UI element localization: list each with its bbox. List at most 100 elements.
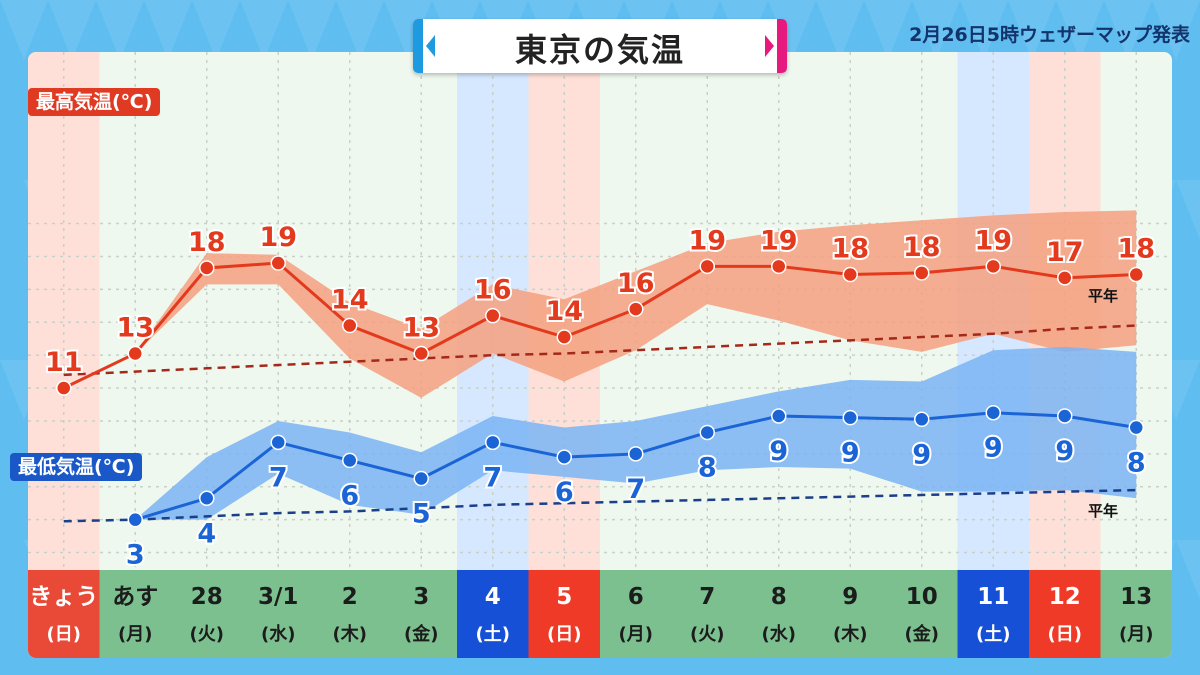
low-value-label-14: 9 bbox=[1055, 436, 1074, 467]
date-cell-bg-15 bbox=[1100, 570, 1172, 658]
date-cell-bg-6 bbox=[457, 570, 529, 658]
weekday-label-14: (日) bbox=[1048, 624, 1082, 645]
high-value-label-4: 14 bbox=[331, 285, 369, 316]
date-cell-bg-0 bbox=[28, 570, 100, 658]
low-value-label-2: 4 bbox=[197, 518, 216, 549]
low-point-3 bbox=[270, 434, 286, 451]
weekday-label-8: (月) bbox=[619, 624, 653, 645]
weekday-label-3: (水) bbox=[261, 623, 295, 645]
high-value-label-11: 18 bbox=[831, 234, 869, 265]
low-point-11 bbox=[842, 409, 858, 426]
bg-triangle bbox=[1056, 0, 1104, 60]
date-label-7: 5 bbox=[556, 584, 572, 610]
date-label-6: 4 bbox=[485, 584, 501, 610]
low-value-label-11: 9 bbox=[841, 438, 860, 469]
date-cell-bg-4 bbox=[314, 570, 386, 658]
date-cell-bg-9 bbox=[671, 570, 744, 658]
date-cell-bg-10 bbox=[743, 570, 815, 658]
high-value-label-3: 19 bbox=[259, 222, 297, 253]
high-value-label-2: 18 bbox=[188, 227, 226, 258]
date-cell-bg-7 bbox=[528, 570, 601, 658]
weekday-label-1: (月) bbox=[118, 624, 152, 645]
high-point-9 bbox=[699, 258, 715, 275]
bg-triangle bbox=[48, 0, 96, 60]
bg-triangle bbox=[768, 0, 816, 60]
normal-low-label: 平年 bbox=[1088, 502, 1119, 520]
high-point-13 bbox=[985, 258, 1001, 275]
normal-high-label: 平年 bbox=[1088, 287, 1119, 305]
low-value-label-5: 5 bbox=[412, 499, 431, 530]
date-label-9: 7 bbox=[699, 584, 715, 610]
title-right-accent bbox=[777, 19, 787, 73]
issued-timestamp: 2月26日5時ウェザーマップ発表 bbox=[909, 24, 1190, 46]
date-label-8: 6 bbox=[628, 584, 644, 610]
bg-triangle bbox=[288, 0, 336, 60]
low-point-7 bbox=[556, 449, 572, 465]
date-cell-bg-1 bbox=[99, 570, 172, 658]
weekday-label-6: (土) bbox=[476, 624, 510, 645]
high-point-4 bbox=[342, 317, 358, 334]
bg-triangle bbox=[240, 0, 288, 60]
low-value-label-8: 7 bbox=[626, 474, 645, 505]
weekday-label-15: (月) bbox=[1119, 624, 1153, 645]
date-label-13: 11 bbox=[977, 584, 1009, 610]
high-point-14 bbox=[1057, 270, 1073, 286]
high-point-0 bbox=[56, 380, 72, 396]
title-left-arrow-icon bbox=[426, 35, 435, 57]
title-left-accent bbox=[413, 19, 423, 73]
bg-triangle bbox=[0, 0, 48, 60]
bg-triangle bbox=[192, 0, 240, 60]
low-point-2 bbox=[199, 490, 215, 507]
date-label-12: 10 bbox=[906, 584, 938, 610]
low-point-4 bbox=[342, 452, 358, 469]
high-point-8 bbox=[628, 301, 644, 317]
low-value-label-4: 6 bbox=[340, 480, 359, 511]
high-range-band bbox=[63, 210, 1137, 398]
date-label-5: 3 bbox=[413, 584, 429, 610]
chart-panel: きょう (日) あす (月) 28 (火) 3/1 (水) 2 (木) 3 (金) 4 (土) 5 (日) 6 (… bbox=[28, 52, 1172, 658]
high-point-7 bbox=[556, 329, 572, 345]
bg-triangle bbox=[1176, 540, 1200, 600]
low-normal-line bbox=[63, 488, 1137, 523]
bg-triangle bbox=[912, 0, 960, 60]
bg-triangle bbox=[816, 0, 864, 60]
weekday-label-4: (木) bbox=[333, 623, 367, 645]
date-cell-bg-2 bbox=[171, 570, 243, 658]
high-value-label-15: 18 bbox=[1117, 234, 1155, 265]
bg-triangle bbox=[864, 0, 912, 60]
bg-triangle bbox=[1176, 180, 1200, 240]
date-label-0: きょう bbox=[29, 584, 98, 610]
temperature-chart: きょう (日) あす (月) 28 (火) 3/1 (水) 2 (木) 3 (金) 4 (土) 5 (日) 6 (… bbox=[28, 52, 1172, 658]
low-point-13 bbox=[985, 404, 1001, 421]
title-box: 東京の気温 bbox=[413, 19, 787, 73]
date-cell-bg-14 bbox=[1029, 570, 1101, 658]
low-value-label-7: 6 bbox=[555, 477, 574, 508]
date-label-1: あす bbox=[112, 584, 158, 610]
weekday-label-2: (火) bbox=[190, 624, 224, 645]
low-value-label-10: 9 bbox=[769, 436, 788, 467]
date-cell-bg-3 bbox=[242, 570, 315, 658]
date-cell-bg-8 bbox=[600, 570, 672, 658]
weekday-label-5: (金) bbox=[404, 623, 438, 645]
bg-triangle bbox=[1008, 0, 1056, 60]
low-value-label-3: 7 bbox=[269, 462, 288, 493]
date-cell-bg-5 bbox=[385, 570, 458, 658]
bg-triangle bbox=[1104, 0, 1152, 60]
title-right-arrow-icon bbox=[765, 35, 774, 57]
date-cell-bg-12 bbox=[886, 570, 958, 658]
legend-high-temp: 最高気温(℃) bbox=[28, 88, 161, 116]
high-point-12 bbox=[914, 265, 930, 281]
high-line bbox=[63, 261, 1137, 390]
high-value-label-13: 19 bbox=[974, 225, 1012, 256]
high-value-label-9: 19 bbox=[688, 225, 726, 256]
high-point-1 bbox=[127, 345, 143, 362]
high-value-label-5: 13 bbox=[402, 313, 440, 344]
low-point-12 bbox=[914, 411, 930, 428]
weekday-label-9: (火) bbox=[690, 624, 724, 645]
high-value-label-0: 11 bbox=[45, 347, 83, 378]
high-value-label-1: 13 bbox=[116, 313, 154, 344]
low-point-10 bbox=[771, 408, 787, 424]
high-point-6 bbox=[485, 307, 501, 324]
low-value-label-13: 9 bbox=[984, 433, 1003, 464]
bg-triangle bbox=[384, 0, 432, 60]
